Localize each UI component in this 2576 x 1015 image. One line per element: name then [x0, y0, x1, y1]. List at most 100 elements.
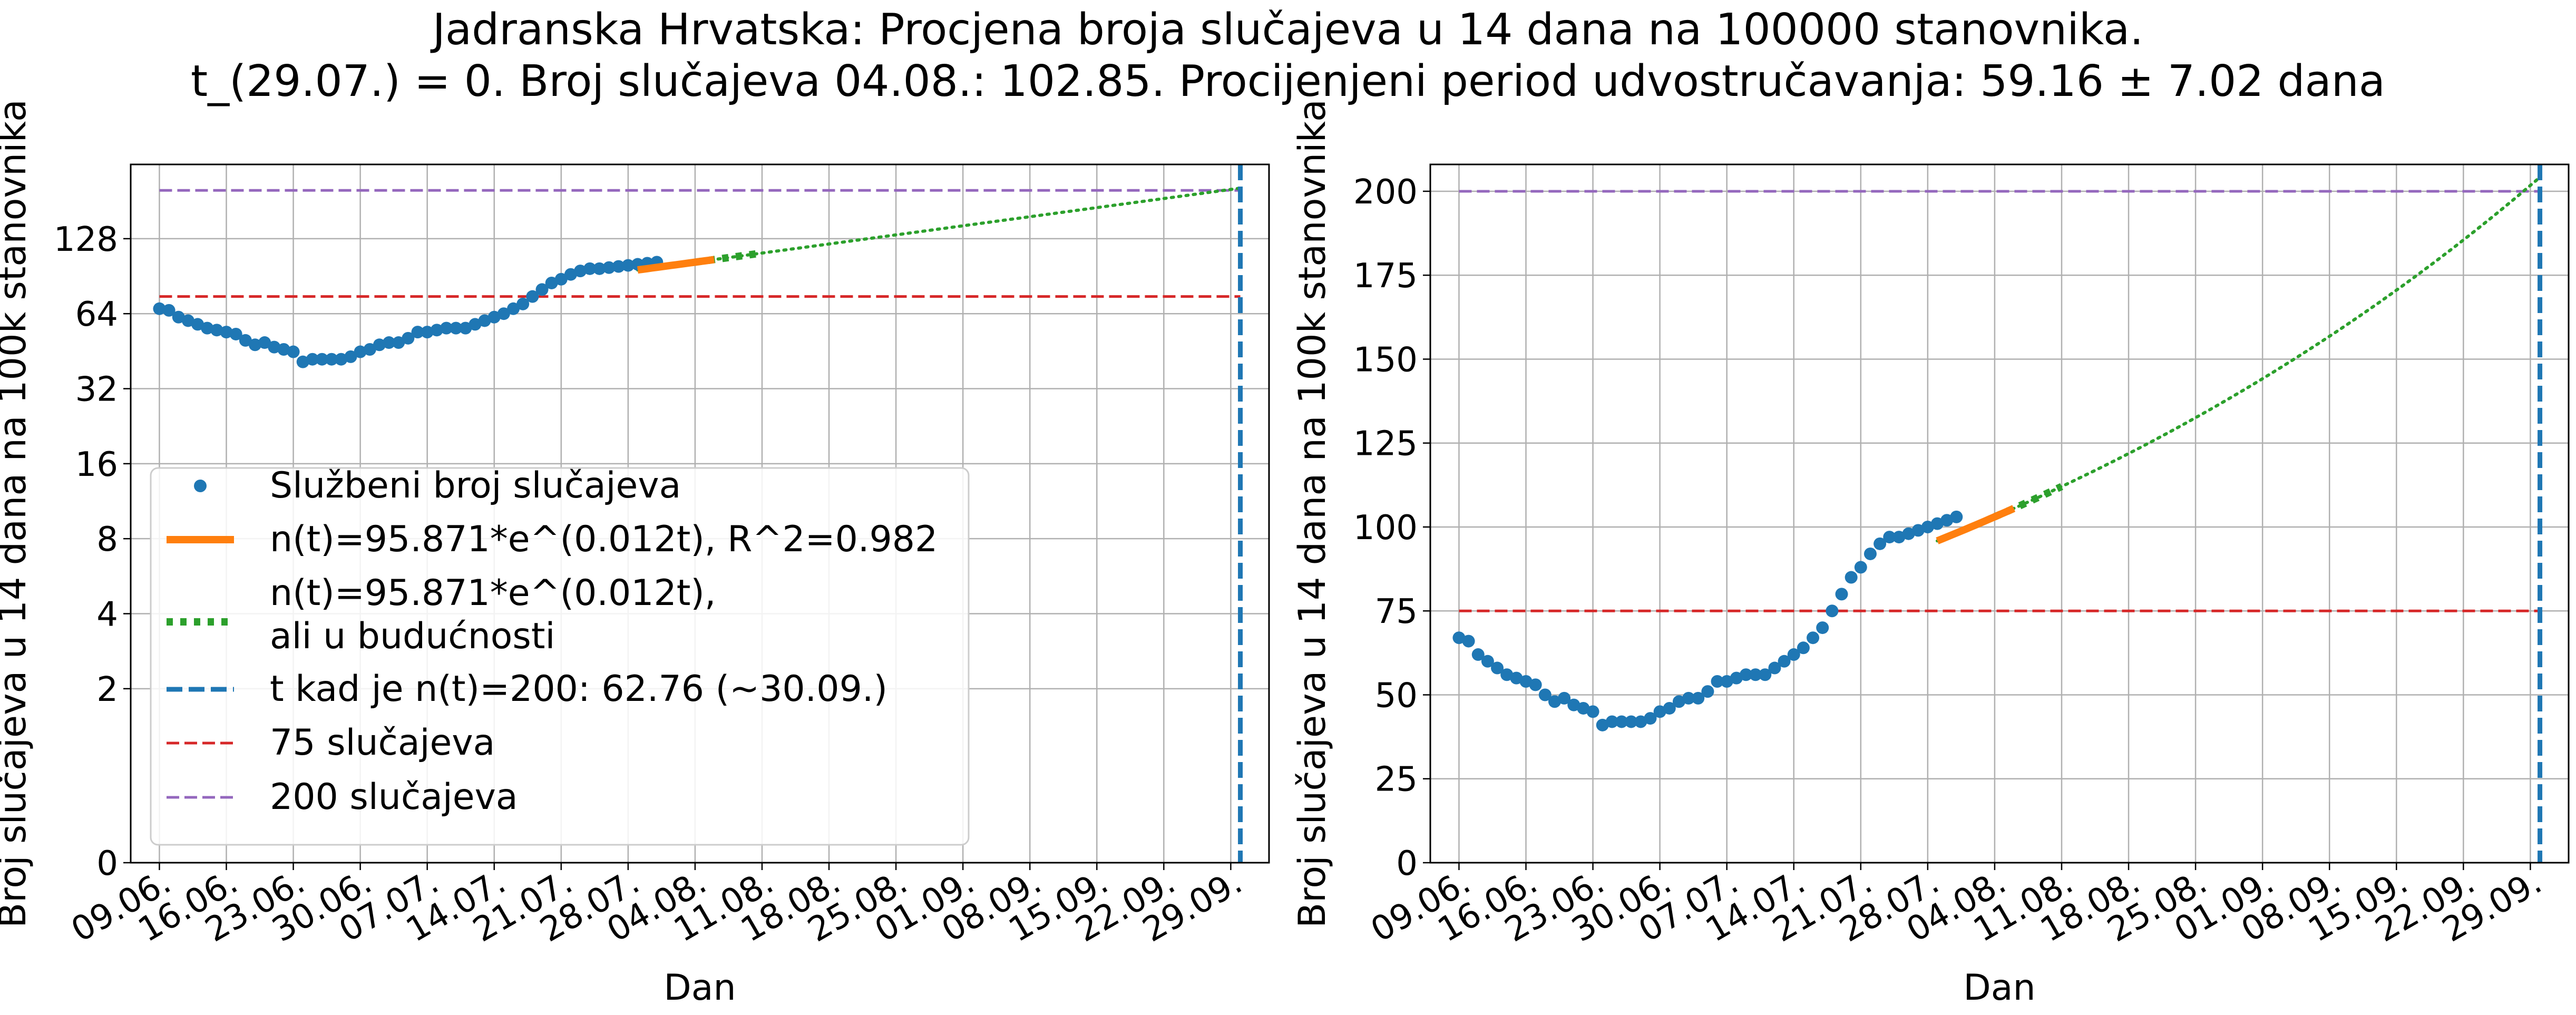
data-point — [1807, 631, 1820, 645]
data-point — [153, 302, 166, 315]
data-point — [1634, 715, 1647, 728]
y-tick-label: 75 — [1375, 592, 1418, 631]
data-point — [1940, 514, 1954, 527]
data-point — [1653, 705, 1666, 718]
legend-item-points-marker — [194, 480, 207, 492]
data-point — [258, 336, 271, 349]
data-point — [1759, 668, 1772, 681]
data-point — [306, 353, 319, 366]
y-tick-label: 8 — [96, 520, 118, 559]
data-point — [1720, 675, 1733, 688]
data-point — [1911, 524, 1925, 537]
y-tick-label: 50 — [1375, 676, 1418, 715]
data-point — [621, 259, 635, 272]
data-point — [1567, 698, 1580, 711]
legend-item-points-label: Službeni broj slučajeva — [270, 465, 681, 506]
data-point — [1452, 631, 1466, 645]
data-point — [210, 324, 223, 337]
data-point — [1519, 675, 1533, 688]
data-point — [1471, 648, 1485, 661]
plot-frame — [1429, 163, 2570, 864]
data-point — [1816, 621, 1829, 635]
fit-line — [1936, 505, 2016, 544]
data-point — [507, 302, 520, 315]
data-point — [1797, 641, 1810, 655]
data-point — [440, 321, 453, 335]
data-point — [1711, 675, 1724, 688]
data-point — [1749, 668, 1762, 681]
y-tick-label: 4 — [96, 595, 118, 634]
data-point — [220, 326, 233, 339]
data-point — [1510, 671, 1523, 685]
fit-line — [637, 256, 715, 274]
future-projection-head — [694, 249, 763, 266]
data-point — [497, 307, 510, 320]
data-point — [564, 268, 577, 281]
data-point — [1538, 688, 1552, 701]
data-point — [487, 310, 501, 324]
data-point — [469, 318, 482, 331]
y-axis-label: Broj slučajeva u 14 dana na 100k stanovn… — [1291, 99, 1334, 928]
future-projection-line — [636, 187, 1242, 272]
y-tick-label: 32 — [75, 370, 118, 409]
data-point — [296, 355, 309, 368]
data-point — [248, 338, 261, 352]
data-point — [229, 327, 242, 340]
legend-box — [150, 467, 970, 846]
y-tick-label: 0 — [96, 844, 118, 883]
data-point — [1596, 718, 1609, 731]
data-point — [516, 297, 530, 310]
data-point — [554, 272, 568, 286]
data-point — [1692, 691, 1705, 705]
legend: Službeni broj slučajeva n(t)=95.871*e^(0.… — [150, 465, 970, 846]
data-point — [1672, 695, 1685, 708]
data-point — [459, 321, 472, 335]
x-axis-label: Dan — [1963, 967, 2035, 1009]
data-point — [1548, 695, 1561, 708]
data-point — [392, 336, 405, 349]
legend-item-fit-label: n(t)=95.871*e^(0.012t), R^2=0.982 — [270, 519, 938, 560]
data-point — [373, 338, 386, 352]
plot-frame — [130, 163, 1270, 864]
data-point — [602, 261, 616, 274]
panel-log-scale: 09.06.16.06.23.06.30.06.07.07.14.07.21.0… — [0, 99, 1270, 1009]
data-point — [1845, 571, 1858, 584]
data-point — [612, 260, 625, 273]
data-point — [1730, 671, 1743, 685]
data-point — [574, 265, 587, 278]
y-tick-label: 16 — [75, 445, 118, 484]
data-point — [201, 321, 214, 335]
data-point — [344, 350, 357, 363]
data-point — [191, 318, 204, 331]
data-point — [1863, 547, 1877, 560]
y-tick-label: 175 — [1353, 257, 1418, 296]
y-tick-label: 64 — [75, 295, 118, 334]
y-tick-label: 125 — [1353, 425, 1418, 464]
y-tick-label: 200 — [1353, 173, 1418, 212]
legend-item-h200-label: 200 slučajeva — [270, 776, 518, 818]
chart-title-line-1: Jadranska Hrvatska: Procjena broja sluča… — [430, 5, 2144, 55]
data-point — [335, 353, 348, 366]
y-tick-label: 150 — [1353, 340, 1418, 379]
y-tick-label: 2 — [96, 670, 118, 709]
data-point — [1500, 668, 1514, 681]
data-point — [1529, 678, 1542, 691]
data-point — [1787, 648, 1800, 661]
data-point — [1778, 655, 1791, 668]
y-tick-label: 25 — [1375, 760, 1418, 799]
data-point — [1883, 531, 1896, 544]
data-point — [1826, 604, 1839, 618]
data-point — [421, 326, 434, 339]
data-point — [535, 283, 549, 296]
data-point — [363, 343, 376, 356]
data-point — [1462, 635, 1475, 648]
data-point — [1577, 701, 1590, 715]
data-point — [1682, 691, 1695, 705]
legend-item-t200-label: t kad je n(t)=200: 62.76 (~30.09.) — [270, 668, 887, 710]
data-point — [383, 336, 396, 349]
data-point — [354, 345, 367, 358]
data-point — [450, 321, 463, 335]
y-axis-label: Broj slučajeva u 14 dana na 100k stanovn… — [0, 99, 34, 928]
